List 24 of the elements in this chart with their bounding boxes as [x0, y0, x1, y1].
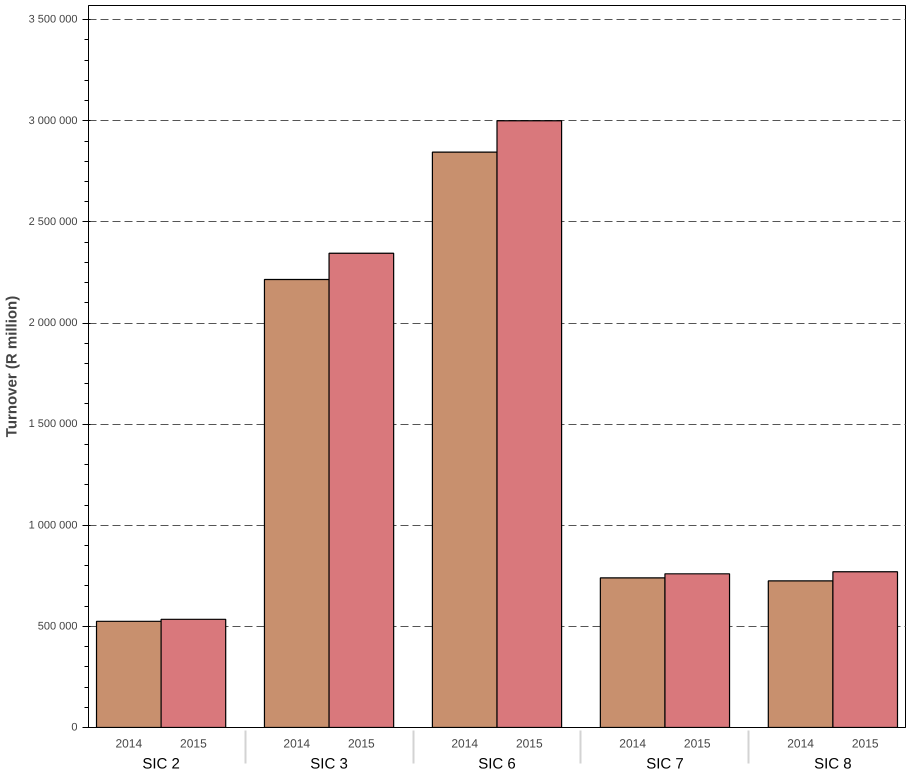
y-tick-label: 2 500 000: [28, 216, 78, 228]
series-label: 2015: [180, 736, 208, 750]
y-tick-label: 1 000 000: [28, 519, 78, 532]
text: 2015: [684, 736, 711, 750]
y-tick-label: 3 000 000: [28, 114, 78, 127]
text: 2014: [283, 736, 310, 750]
x-tick-label: SIC 8: [814, 756, 852, 772]
text: 2015: [348, 736, 375, 750]
x-tick-label: SIC 7: [646, 756, 684, 772]
text: 2015: [852, 736, 879, 750]
series-label: 2014: [115, 736, 142, 750]
text: 2015: [516, 736, 543, 750]
text: 2014: [787, 736, 814, 750]
y-axis-title: Turnover (R million): [4, 296, 21, 438]
x-tick-label: SIC 2: [142, 756, 180, 772]
y-tick-label: 3 500 000: [28, 14, 78, 26]
x-tick-label: SIC 3: [310, 756, 348, 772]
x-tick-label: SIC 6: [478, 756, 516, 772]
y-tick-label: 1 500 000: [28, 418, 78, 430]
y-tick-label: 2 000 000: [28, 317, 78, 330]
y-tick-label: 500 000: [38, 620, 78, 632]
text: 2014: [619, 736, 646, 750]
y-tick-label: 0: [71, 722, 78, 734]
text: 2014: [451, 736, 478, 750]
